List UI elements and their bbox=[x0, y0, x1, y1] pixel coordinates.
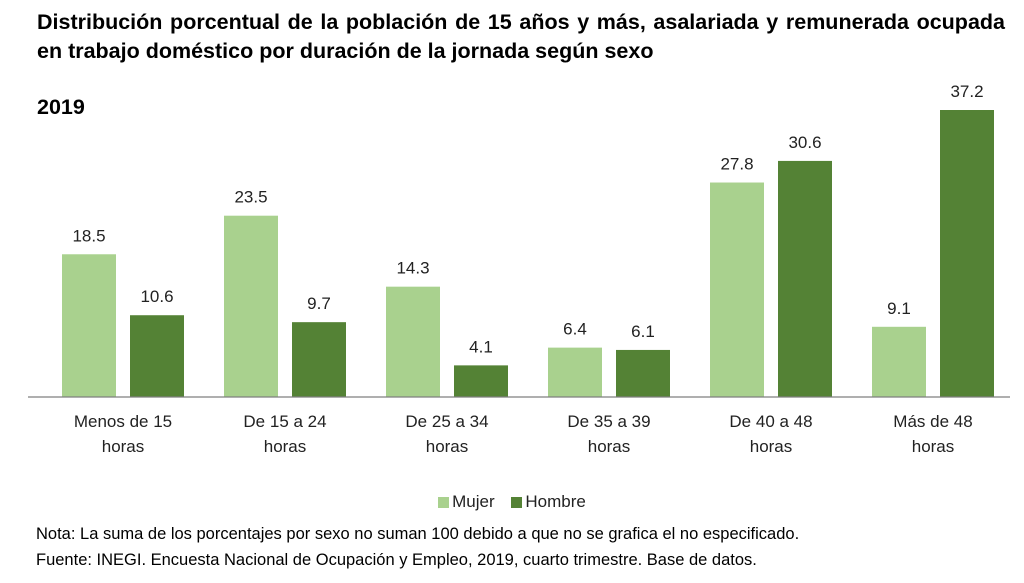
data-label: 37.2 bbox=[950, 82, 983, 101]
x-tick-label: De 40 a 48 bbox=[729, 412, 812, 431]
data-label: 27.8 bbox=[720, 155, 753, 174]
legend-swatch-hombre bbox=[511, 496, 523, 508]
bar-hombre bbox=[454, 365, 508, 397]
bar-mujer bbox=[548, 347, 602, 397]
bar-mujer bbox=[386, 286, 440, 397]
legend-label: Mujer bbox=[452, 492, 495, 511]
x-tick-label: horas bbox=[264, 437, 307, 456]
data-label: 23.5 bbox=[234, 188, 267, 207]
data-label: 18.5 bbox=[72, 226, 105, 245]
data-label: 14.3 bbox=[396, 259, 429, 278]
bar-hombre bbox=[940, 110, 994, 397]
data-label: 6.1 bbox=[631, 322, 655, 341]
bar-mujer bbox=[872, 326, 926, 397]
bar-chart: 18.5 10.6 Menos de 15 horas 23.5 9.7 De 15 a 2… bbox=[28, 82, 1010, 456]
data-label: 9.1 bbox=[887, 299, 911, 318]
x-tick-label: De 15 a 24 bbox=[243, 412, 326, 431]
bar-mujer bbox=[710, 182, 764, 397]
legend-swatch-mujer bbox=[438, 496, 450, 508]
legend-label: Hombre bbox=[525, 492, 586, 511]
bar-hombre bbox=[616, 349, 670, 397]
x-tick-label: horas bbox=[912, 437, 955, 456]
chart-title: Distribución porcentual de la población … bbox=[37, 10, 1005, 63]
x-tick-label: De 25 a 34 bbox=[405, 412, 488, 431]
bar-mujer bbox=[62, 254, 116, 397]
source-text: Fuente: INEGI. Encuesta Nacional de Ocup… bbox=[36, 551, 757, 569]
bar-hombre bbox=[778, 160, 832, 397]
x-tick-label: horas bbox=[426, 437, 469, 456]
x-tick-label: horas bbox=[588, 437, 631, 456]
footnotes: Nota: La suma de los porcentajes por sex… bbox=[36, 521, 799, 573]
note-text: Nota: La suma de los porcentajes por sex… bbox=[36, 525, 800, 543]
x-tick-label: Más de 48 bbox=[893, 412, 972, 431]
bar-hombre bbox=[292, 322, 346, 397]
bar-hombre bbox=[130, 315, 184, 397]
x-tick-label: Menos de 15 bbox=[74, 412, 172, 431]
data-label: 10.6 bbox=[140, 287, 173, 306]
x-tick-label: De 35 a 39 bbox=[567, 412, 650, 431]
data-label: 4.1 bbox=[469, 337, 493, 356]
chart-subtitle: 2019 bbox=[37, 95, 85, 119]
legend: Mujer Hombre bbox=[0, 492, 1024, 513]
bar-mujer bbox=[224, 215, 278, 397]
data-label: 6.4 bbox=[563, 320, 587, 339]
x-tick-label: horas bbox=[102, 437, 145, 456]
data-label: 9.7 bbox=[307, 294, 331, 313]
legend-item-hombre: Hombre bbox=[511, 492, 586, 512]
legend-item-mujer: Mujer bbox=[438, 492, 495, 512]
data-label: 30.6 bbox=[788, 133, 821, 152]
x-tick-label: horas bbox=[750, 437, 793, 456]
